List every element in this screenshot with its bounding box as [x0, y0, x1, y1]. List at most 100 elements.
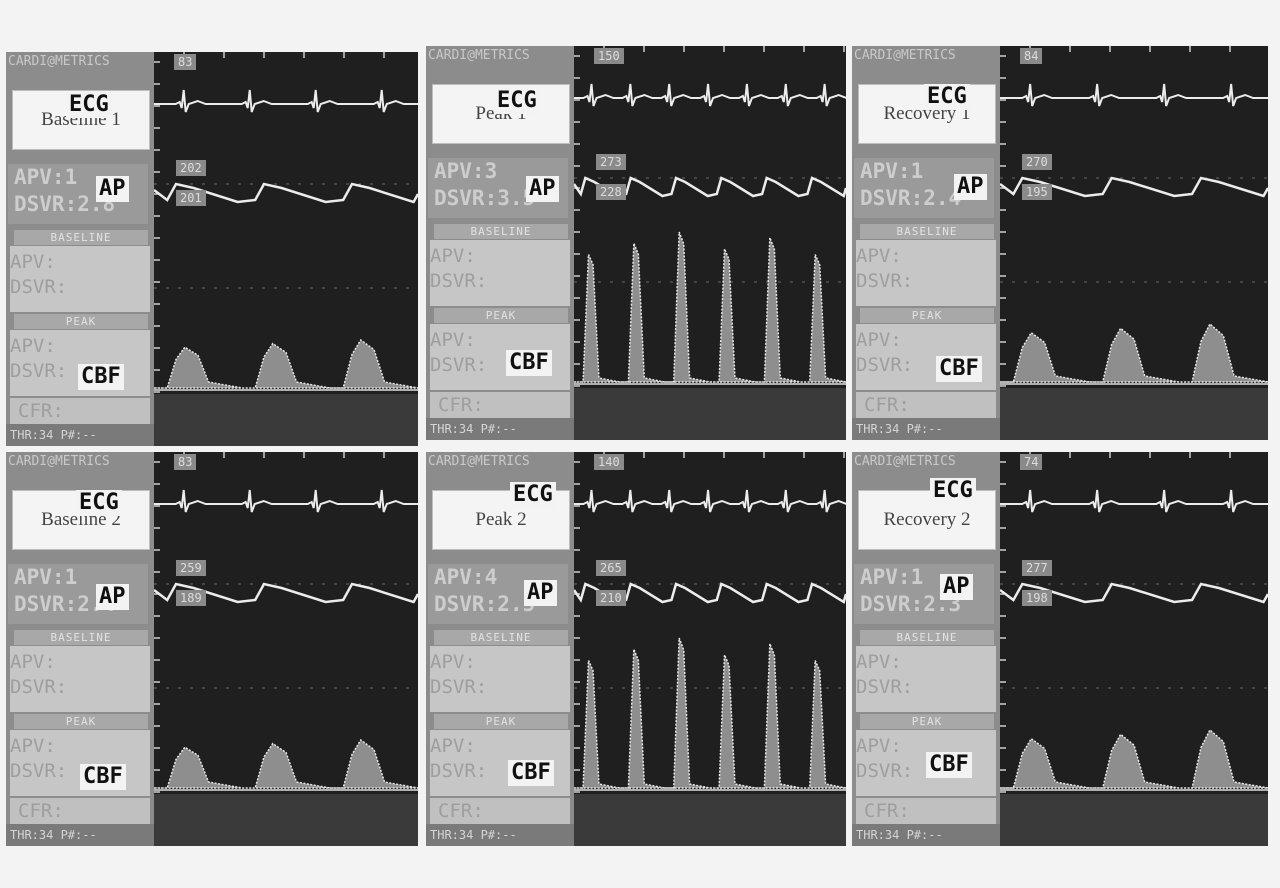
monitor-panel: CARDI@METRICS Baseline 2 APV:1 DSVR:2.4 BASE…	[6, 452, 418, 846]
cbf-trace	[574, 231, 846, 383]
brand-text: CARDI@METRICS	[8, 54, 110, 69]
scope-traces	[1000, 46, 1268, 440]
ecg-tag: ECG	[494, 88, 540, 114]
cbf-trace	[154, 338, 418, 389]
ecg-tag: ECG	[924, 84, 970, 110]
apv-readout: APV:1 DSVR:2.3	[854, 564, 994, 624]
ap-bottom-badge: 210	[596, 590, 626, 606]
brand-text: CARDI@METRICS	[8, 454, 110, 469]
threshold-readout: THR:34 P#:--	[426, 824, 574, 846]
readout-sidebar: CARDI@METRICS Baseline 1 APV:1 DSVR:2.8 BASE…	[6, 52, 154, 446]
monitor-panel: CARDI@METRICS Recovery 1 APV:1 DSVR:2.4 BASE…	[852, 46, 1268, 440]
apv-value: APV:1	[860, 565, 924, 589]
spectral-noise	[574, 794, 846, 846]
rate-badge: 74	[1020, 454, 1043, 470]
peak-header: PEAK	[14, 714, 148, 729]
ap-tag: AP	[940, 574, 973, 600]
ecg-trace	[1000, 489, 1268, 513]
scope-traces	[154, 452, 418, 846]
apv-readout: APV:4 DSVR:2.5	[428, 564, 568, 624]
baseline-header: BASELINE	[434, 630, 568, 645]
peak-header: PEAK	[434, 714, 568, 729]
cbf-trace	[154, 738, 418, 789]
ecg-trace	[154, 89, 418, 113]
cbf-tag: CBF	[80, 764, 126, 790]
ecg-trace	[574, 83, 846, 107]
baseline-block: APV: DSVR:	[10, 246, 150, 312]
ap-tag: AP	[524, 580, 557, 606]
ap-bottom-badge: 228	[596, 184, 626, 200]
ap-top-badge: 202	[176, 160, 206, 176]
ecg-trace	[154, 489, 418, 513]
peak-header: PEAK	[860, 714, 994, 729]
ap-bottom-badge: 198	[1022, 590, 1052, 606]
rate-badge: 140	[594, 454, 624, 470]
monitor-panel: CARDI@METRICS Recovery 2 APV:1 DSVR:2.3 BASE…	[852, 452, 1268, 846]
threshold-readout: THR:34 P#:--	[852, 824, 1000, 846]
scope-display: 150 273 228	[574, 46, 846, 440]
scope-display: 83 259 189	[154, 452, 418, 846]
brand-text: CARDI@METRICS	[428, 454, 530, 469]
rate-badge: 150	[594, 48, 624, 64]
cfr-readout: CFR:	[430, 798, 570, 824]
ap-trace	[154, 182, 418, 204]
ecg-trace	[1000, 83, 1268, 107]
baseline-header: BASELINE	[860, 224, 994, 239]
scope-display: 140 265 210	[574, 452, 846, 846]
threshold-readout: THR:34 P#:--	[426, 418, 574, 440]
spectral-noise	[574, 388, 846, 440]
baseline-block: APV: DSVR:	[856, 240, 996, 306]
threshold-readout: THR:34 P#:--	[6, 424, 154, 446]
ap-trace	[1000, 582, 1268, 604]
scope-traces	[574, 46, 846, 440]
brand-text: CARDI@METRICS	[854, 48, 956, 63]
apv-value: APV:4	[434, 565, 498, 589]
cfr-readout: CFR:	[430, 392, 570, 418]
baseline-header: BASELINE	[434, 224, 568, 239]
readout-sidebar: CARDI@METRICS Recovery 2 APV:1 DSVR:2.3 BASE…	[852, 452, 1000, 846]
cfr-readout: CFR:	[10, 398, 150, 424]
cfr-readout: CFR:	[856, 392, 996, 418]
ap-top-badge: 277	[1022, 560, 1052, 576]
apv-value: APV:3	[434, 159, 498, 183]
cbf-tag: CBF	[508, 760, 554, 786]
peak-header: PEAK	[434, 308, 568, 323]
ap-tag: AP	[96, 584, 129, 610]
ap-tag: AP	[526, 176, 559, 202]
spectral-noise	[154, 794, 418, 846]
baseline-block: APV: DSVR:	[430, 646, 570, 712]
ap-top-badge: 273	[596, 154, 626, 170]
ecg-trace	[574, 489, 846, 513]
scope-display: 84 270 195	[1000, 46, 1268, 440]
readout-sidebar: CARDI@METRICS Baseline 2 APV:1 DSVR:2.4 BASE…	[6, 452, 154, 846]
cbf-tag: CBF	[936, 356, 982, 382]
ap-tag: AP	[96, 176, 129, 202]
threshold-readout: THR:34 P#:--	[852, 418, 1000, 440]
ap-top-badge: 265	[596, 560, 626, 576]
rate-badge: 84	[1020, 48, 1043, 64]
dsvr-value: DSVR:3.5	[434, 186, 536, 210]
cbf-tag: CBF	[78, 364, 124, 390]
ap-top-badge: 270	[1022, 154, 1052, 170]
ap-bottom-badge: 201	[176, 190, 206, 206]
ecg-tag: ECG	[66, 92, 112, 118]
scope-traces	[574, 452, 846, 846]
cbf-tag: CBF	[926, 752, 972, 778]
spectral-noise	[1000, 794, 1268, 846]
brand-text: CARDI@METRICS	[854, 454, 956, 469]
peak-header: PEAK	[14, 314, 148, 329]
scope-display: 74 277 198	[1000, 452, 1268, 846]
dsvr-value: DSVR:2.4	[860, 186, 962, 210]
scope-traces	[154, 52, 418, 446]
peak-header: PEAK	[860, 308, 994, 323]
phase-label: Baseline 2	[12, 490, 150, 550]
baseline-block: APV: DSVR:	[10, 646, 150, 712]
peak-block: APV: DSVR:	[856, 324, 996, 390]
apv-value: APV:1	[14, 565, 78, 589]
cbf-tag: CBF	[506, 350, 552, 376]
ap-bottom-badge: 189	[176, 590, 206, 606]
baseline-header: BASELINE	[860, 630, 994, 645]
ecg-tag: ECG	[510, 482, 556, 508]
scope-display: 83 202 201	[154, 52, 418, 446]
